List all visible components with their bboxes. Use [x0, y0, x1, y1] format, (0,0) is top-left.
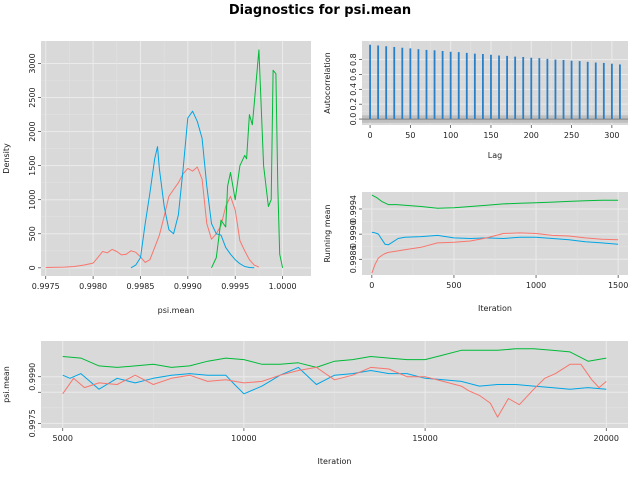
y-tick-label: 2500	[28, 87, 37, 107]
y-tick-label: 0.9990	[349, 220, 358, 248]
x-tick-label: 200	[524, 131, 539, 140]
x-tick-label: 300	[604, 131, 619, 140]
x-axis-label: Iteration	[478, 304, 512, 313]
x-tick-label: 10000	[231, 434, 256, 443]
y-tick-label: 500	[28, 226, 37, 241]
y-axis-label: Density	[2, 143, 11, 174]
autocorrelation-panel: 0 50 100 150 200 250 300 0.0 0.2 0.4 0.6 0.8 Lag Auto…	[323, 41, 628, 160]
x-tick-label: 15000	[412, 434, 437, 443]
y-axis-label: Running mean	[323, 204, 332, 262]
density-series-chain1	[45, 166, 260, 268]
running_mean-series-chain3	[371, 231, 619, 246]
x-tick-label: 0	[369, 281, 374, 290]
trace-series-chain2	[62, 348, 607, 368]
y-tick-label: 2000	[28, 121, 37, 141]
running_mean-series-chain2	[371, 194, 619, 209]
y-tick-label: 0.0	[349, 113, 358, 126]
x-tick-label: 500	[446, 281, 461, 290]
x-tick-label: 250	[564, 131, 579, 140]
density-panel: 0.9975 0.9980 0.9985 0.9990 0.9995 1.0000 0 500…	[2, 41, 311, 315]
x-tick-label: 1000	[526, 281, 546, 290]
y-axis-label: Autocorrelation	[323, 52, 332, 114]
x-tick-label: 100	[443, 131, 458, 140]
y-tick-label: 0.4	[349, 83, 358, 96]
y-tick-label: 1500	[28, 155, 37, 175]
trace-panel: 5000 10000 15000 20000 0.9975 0.9990 Iteration…	[2, 341, 628, 466]
y-tick-label: 0.9975	[28, 409, 37, 437]
density-series-chain3	[130, 110, 255, 269]
y-tick-label: 0.8	[349, 53, 358, 66]
x-axis-label: Iteration	[318, 457, 352, 466]
y-tick-label: 0.9990	[28, 363, 37, 391]
x-tick-label: 0.9975	[32, 282, 60, 291]
x-tick-label: 0	[368, 131, 373, 140]
figure-title: Diagnostics for psi.mean	[229, 3, 411, 18]
y-tick-label: 0.6	[349, 68, 358, 81]
x-tick-label: 0.9995	[221, 282, 249, 291]
x-axis-label: psi.mean	[158, 306, 195, 315]
running_mean-series-chain1	[371, 232, 619, 274]
density-series-chain2	[211, 49, 284, 269]
panel-background	[362, 41, 628, 125]
x-tick-label: 20000	[594, 434, 619, 443]
x-tick-label: 1500	[608, 281, 628, 290]
y-tick-label: 3000	[28, 53, 37, 73]
y-axis-label: psi.mean	[2, 366, 11, 403]
y-tick-label: 0.2	[349, 98, 358, 111]
y-tick-label: 0.9994	[349, 195, 358, 223]
x-tick-label: 0.9980	[79, 282, 107, 291]
y-tick-label: 1000	[28, 190, 37, 210]
y-tick-label: 0	[28, 265, 37, 270]
trace-series-chain3	[62, 366, 607, 395]
x-tick-label: 50	[405, 131, 415, 140]
y-tick-label: 0.9986	[349, 245, 358, 273]
x-axis-label: Lag	[488, 151, 502, 160]
trace-series-chain1	[62, 363, 607, 418]
x-tick-label: 0.9990	[174, 282, 202, 291]
x-tick-label: 0.9985	[126, 282, 154, 291]
x-tick-label: 150	[483, 131, 498, 140]
panel-background	[41, 41, 311, 276]
x-tick-label: 5000	[53, 434, 73, 443]
x-tick-label: 1.0000	[269, 282, 297, 291]
